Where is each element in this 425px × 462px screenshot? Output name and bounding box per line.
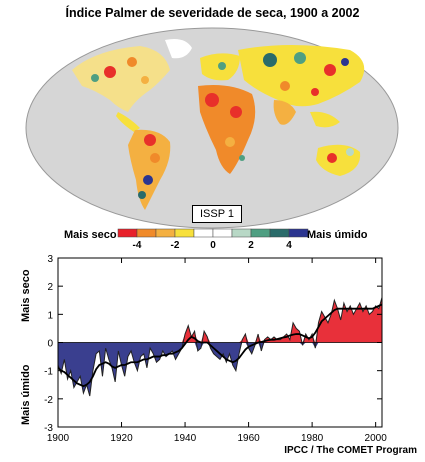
y-tick-label: 1 bbox=[47, 310, 53, 321]
north-america bbox=[72, 46, 170, 112]
series-annual-line bbox=[57, 297, 383, 397]
figure-title: Índice Palmer de severidade de seca, 190… bbox=[65, 6, 360, 20]
map-legend: -4 -2 0 2 4 bbox=[117, 228, 309, 251]
legend-swatch bbox=[250, 228, 271, 238]
legend-swatch bbox=[136, 228, 157, 238]
x-tick-label: 2000 bbox=[365, 433, 388, 444]
legend-swatch bbox=[231, 228, 252, 238]
legend-tick-label: 4 bbox=[286, 240, 292, 251]
legend-swatch bbox=[174, 228, 195, 238]
y-tick-label: 0 bbox=[47, 339, 53, 350]
y-tick-label: -1 bbox=[44, 367, 53, 378]
source-credit: IPCC / The COMET Program bbox=[284, 445, 417, 456]
legend-left-label: Mais seco bbox=[64, 229, 117, 241]
legend-swatch bbox=[193, 228, 214, 238]
map-index-label: ISSP 1 bbox=[192, 205, 242, 223]
y-label-wet: Mais úmido bbox=[20, 364, 32, 425]
legend-tick-label: 0 bbox=[210, 240, 216, 251]
x-tick-label: 1900 bbox=[47, 433, 70, 444]
series-dry-area bbox=[58, 297, 382, 343]
x-tick-label: 1980 bbox=[301, 433, 324, 444]
legend-swatch bbox=[212, 228, 233, 238]
south-america bbox=[128, 129, 171, 210]
legend-swatch bbox=[117, 228, 138, 238]
y-tick-label: -3 bbox=[44, 423, 53, 434]
series-smoothed-line bbox=[57, 303, 383, 388]
legend-tick-label: -2 bbox=[171, 240, 180, 251]
time-series-chart: -3 -2 -1 0 1 2 3 1900 1920 1940 1960 1980 2000 bbox=[44, 254, 387, 444]
legend-swatch bbox=[155, 228, 176, 238]
y-tick-label: 3 bbox=[47, 254, 53, 265]
world-map bbox=[25, 27, 399, 229]
y-tick-label: 2 bbox=[47, 282, 53, 293]
legend-tick-label: -4 bbox=[133, 240, 142, 251]
africa bbox=[198, 85, 256, 174]
legend-swatch bbox=[288, 228, 309, 238]
legend-right-label: Mais úmido bbox=[307, 229, 368, 241]
legend-tick-label: 2 bbox=[248, 240, 254, 251]
y-label-dry: Mais seco bbox=[20, 269, 32, 322]
x-tick-label: 1940 bbox=[174, 433, 197, 444]
legend-swatch bbox=[269, 228, 290, 238]
greenland bbox=[165, 39, 192, 59]
series-wet-area bbox=[58, 342, 382, 397]
x-tick-label: 1960 bbox=[237, 433, 260, 444]
y-tick-label: -2 bbox=[44, 395, 53, 406]
x-tick-label: 1920 bbox=[110, 433, 133, 444]
